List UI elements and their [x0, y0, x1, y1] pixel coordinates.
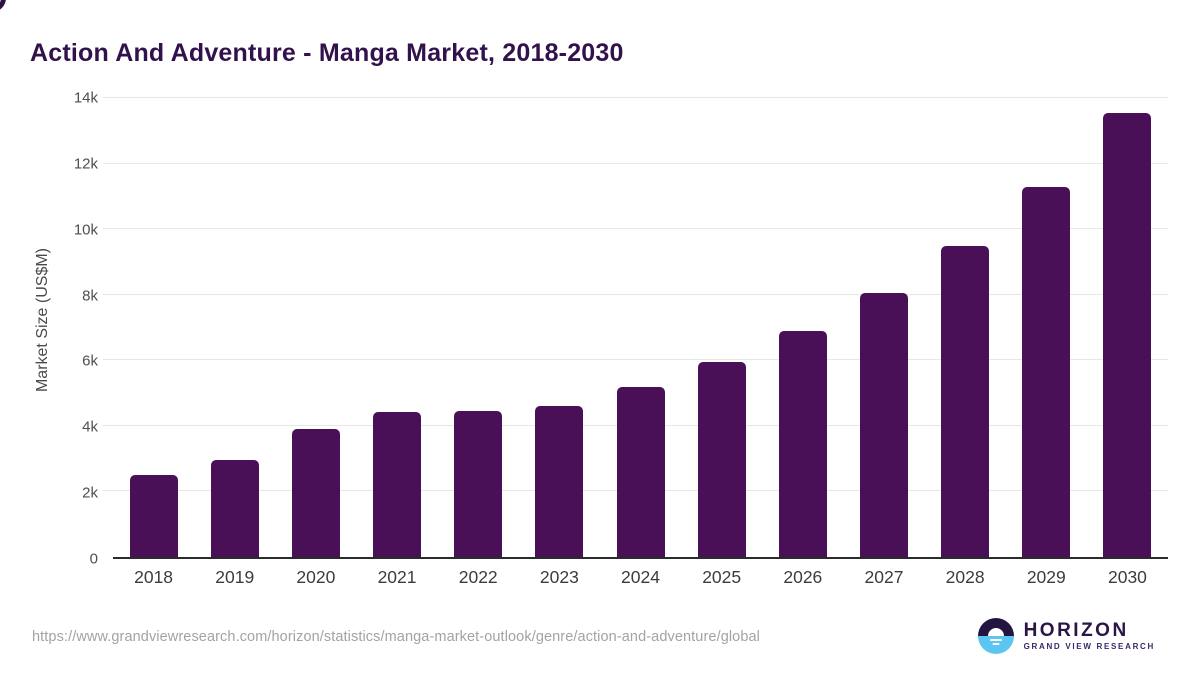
sun-reflection-line — [992, 643, 1000, 645]
x-tick-labels: 2018 2019 2020 2021 2022 2023 2024 2025 2026 2027… — [113, 567, 1168, 588]
y-tick-label: 12k — [73, 155, 98, 173]
chart-title: Action And Adventure - Manga Market, 201… — [30, 38, 624, 67]
x-tick-label: 2020 — [296, 567, 336, 587]
bar-2029 — [1022, 186, 1071, 557]
gridline — [103, 293, 1168, 295]
x-tick-label: 2030 — [1107, 567, 1147, 587]
bar-slot — [600, 98, 681, 557]
logo-text: HORIZON GRAND VIEW RESEARCH — [1024, 621, 1155, 651]
bar-slot — [113, 98, 194, 557]
bar-slot — [356, 98, 437, 557]
logo-sub-brand: GRAND VIEW RESEARCH — [1023, 642, 1155, 651]
logo-brand: HORIZON — [1023, 620, 1129, 641]
y-tick-label: 2k — [82, 484, 98, 502]
x-tick-label: 2026 — [783, 567, 823, 587]
y-tick-label: 8k — [82, 287, 98, 305]
x-tick-label: 2022 — [458, 567, 498, 587]
bar-2027 — [859, 293, 908, 557]
sun-icon — [987, 628, 1004, 636]
sun-reflection-line — [989, 639, 1002, 641]
corner-artifact — [0, 0, 6, 12]
gridline — [103, 359, 1168, 361]
bar-2021 — [373, 411, 422, 557]
bar-slot — [194, 98, 275, 557]
y-tick-label: 6k — [82, 352, 98, 370]
bar-2030 — [1103, 112, 1152, 557]
gridline — [103, 162, 1168, 164]
bars-row — [113, 98, 1168, 557]
source-url: https://www.grandviewresearch.com/horizo… — [32, 629, 760, 645]
bar-slot — [519, 98, 600, 557]
bar-2023 — [535, 406, 584, 557]
horizon-logo: HORIZON GRAND VIEW RESEARCH — [977, 618, 1155, 654]
x-tick-label: 2023 — [539, 567, 579, 587]
plot-area — [103, 97, 1168, 559]
y-tick-label: 0 — [89, 550, 98, 568]
x-tick-label: 2019 — [215, 567, 255, 587]
y-tick-label: 10k — [73, 221, 98, 239]
x-tick-label: 2025 — [702, 567, 742, 587]
x-tick-label: 2024 — [621, 567, 660, 587]
bar-2025 — [697, 361, 746, 557]
x-tick-label: 2018 — [134, 567, 174, 587]
y-tick-label: 4k — [82, 418, 98, 436]
bar-slot — [681, 98, 762, 557]
bar-slot — [275, 98, 356, 557]
y-tick-labels: 0 2k 4k 6k 8k 10k 12k 14k — [0, 90, 98, 568]
bar-slot — [843, 98, 924, 557]
x-tick-label: 2028 — [945, 567, 985, 587]
bar-slot — [762, 98, 843, 557]
gridline — [103, 97, 1168, 98]
bar-slot — [1006, 98, 1087, 557]
y-tick-label: 14k — [73, 89, 98, 107]
x-tick-label: 2021 — [377, 567, 417, 587]
bar-2024 — [616, 386, 665, 557]
bar-slot — [1087, 98, 1168, 557]
gridline — [103, 228, 1168, 230]
bar-2022 — [454, 411, 503, 557]
x-tick-label: 2029 — [1026, 567, 1066, 587]
x-tick-label: 2027 — [864, 567, 904, 587]
bar-slot — [438, 98, 519, 557]
bar-2028 — [941, 245, 990, 557]
bar-slot — [925, 98, 1006, 557]
bar-2018 — [129, 475, 178, 557]
horizon-sun-icon — [977, 618, 1014, 654]
bar-2020 — [291, 429, 340, 557]
bar-2026 — [778, 330, 827, 557]
bar-2019 — [210, 460, 259, 557]
